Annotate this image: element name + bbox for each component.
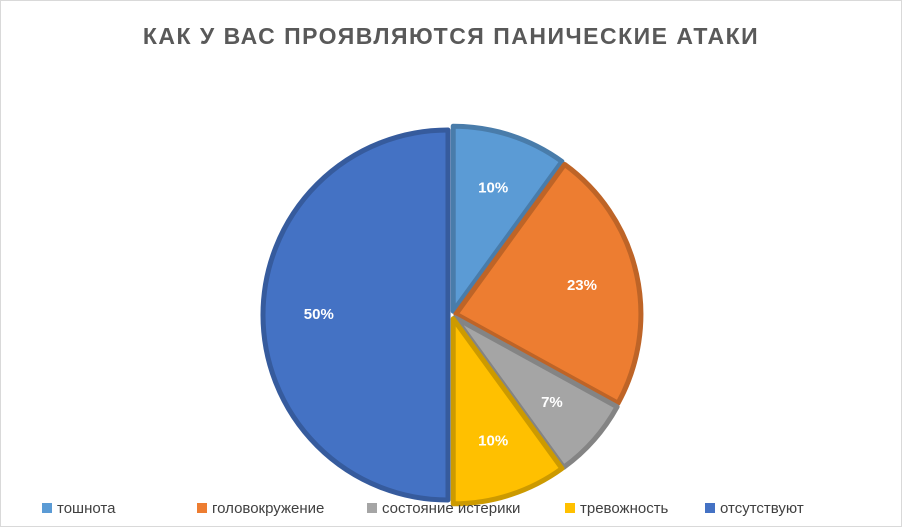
legend-label: головокружение bbox=[212, 500, 324, 517]
data-label: 7% bbox=[541, 394, 563, 411]
chart-title: КАК У ВАС ПРОЯВЛЯЮТСЯ ПАНИЧЕСКИЕ АТАКИ bbox=[143, 23, 759, 49]
legend-label: тревожность bbox=[580, 500, 669, 517]
legend-swatch bbox=[197, 503, 207, 513]
pie-slice bbox=[453, 161, 644, 406]
pie-slice bbox=[450, 316, 565, 507]
legend-label: отсутствуют bbox=[720, 500, 804, 517]
legend-label: тошнота bbox=[57, 500, 116, 517]
legend-swatch bbox=[42, 503, 52, 513]
legend-swatch bbox=[367, 503, 377, 513]
pie-slice bbox=[450, 123, 565, 314]
data-label: 23% bbox=[567, 277, 597, 294]
legend-swatch bbox=[705, 503, 715, 513]
data-label: 50% bbox=[304, 306, 334, 323]
data-label: 10% bbox=[478, 179, 508, 196]
data-label: 10% bbox=[478, 433, 508, 450]
pie-slice bbox=[260, 127, 451, 503]
legend-swatch bbox=[565, 503, 575, 513]
legend-label: состояние истерики bbox=[382, 500, 520, 517]
